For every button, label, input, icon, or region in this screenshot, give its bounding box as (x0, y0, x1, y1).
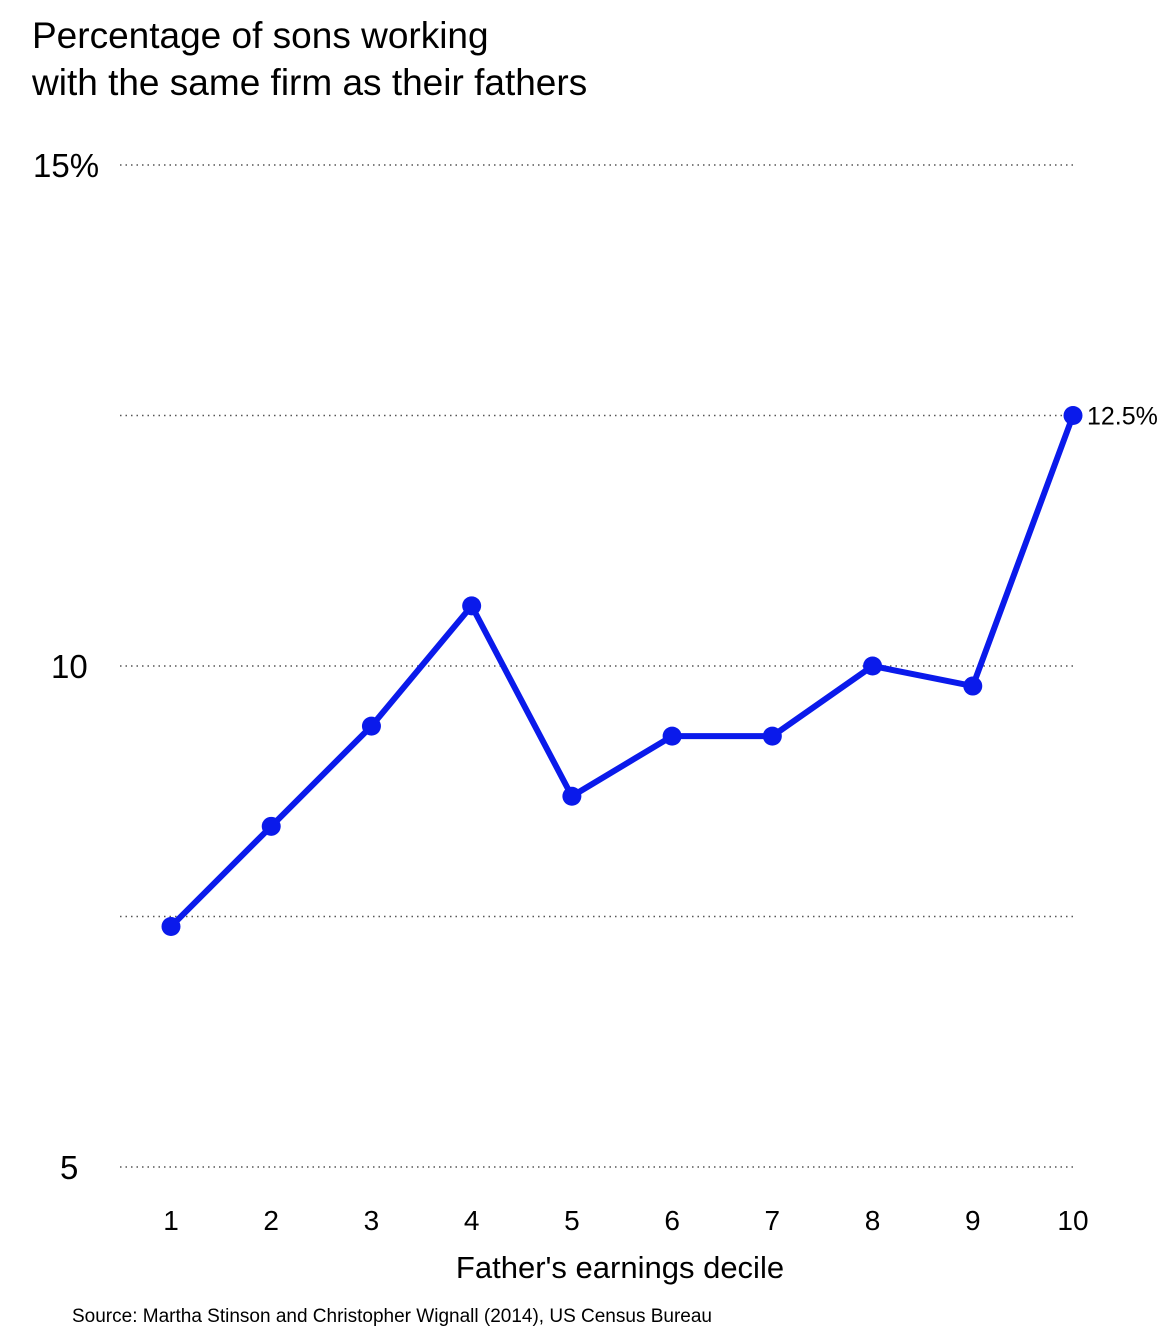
data-labels: 12.5% (1087, 403, 1158, 431)
data-point (863, 656, 883, 676)
x-tick-label: 6 (664, 1205, 680, 1236)
x-tick-label: 5 (564, 1205, 580, 1236)
y-tick-label: 5 (60, 1149, 78, 1186)
x-tick-label: 9 (965, 1205, 981, 1236)
data-point (1063, 406, 1083, 425)
series-line-group (161, 406, 1083, 937)
data-point (261, 816, 281, 836)
data-point (662, 726, 682, 746)
x-tick-label: 1 (163, 1205, 179, 1236)
x-axis-tick-labels: 1 2 3 4 5 6 7 8 9 10 (163, 1205, 1088, 1236)
data-point (161, 917, 181, 937)
data-label: 12.5% (1087, 403, 1158, 431)
chart-title-line-1: Percentage of sons working (32, 15, 489, 56)
data-point (361, 716, 381, 736)
data-point (963, 676, 983, 696)
y-tick-label: 15% (33, 147, 99, 184)
x-tick-label: 2 (263, 1205, 279, 1236)
x-axis-label: Father's earnings decile (456, 1250, 784, 1285)
x-tick-label: 10 (1057, 1205, 1088, 1236)
x-tick-label: 4 (464, 1205, 480, 1236)
x-tick-label: 8 (865, 1205, 881, 1236)
chart-title: Percentage of sons working with the same… (32, 12, 1132, 106)
y-tick-label: 10 (51, 648, 88, 685)
gridlines (120, 164, 1074, 1168)
x-tick-label: 7 (765, 1205, 781, 1236)
y-axis-tick-labels: 5 10 15% (33, 147, 99, 1186)
data-point (762, 726, 782, 746)
series-line (168, 412, 1076, 930)
chart-title-line-2: with the same firm as their fathers (32, 62, 588, 103)
source-note: Source: Martha Stinson and Christopher W… (72, 1306, 712, 1327)
x-tick-label: 3 (364, 1205, 380, 1236)
data-point (562, 786, 582, 806)
data-point (462, 596, 482, 616)
